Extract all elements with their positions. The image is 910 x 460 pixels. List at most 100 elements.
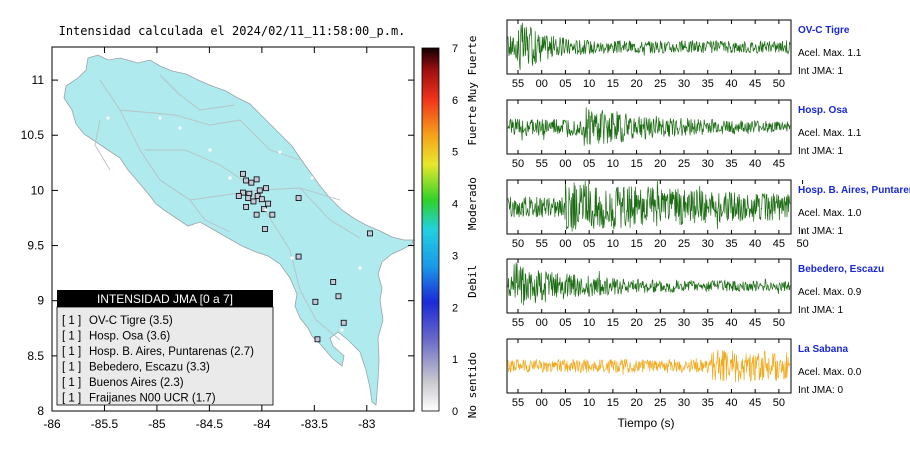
town-dot bbox=[290, 256, 294, 260]
waveform-tick-label: 00 bbox=[536, 317, 548, 329]
colorbar-category-label: No sentido bbox=[466, 352, 479, 418]
waveform-tick-label: 20 bbox=[630, 78, 642, 90]
waveform-tick-label: 55 bbox=[512, 317, 524, 329]
colorbar-ticks: 0 1 2 3 4 5 6 7 bbox=[452, 43, 458, 418]
waveform-tick-label: 35 bbox=[702, 317, 714, 329]
waveform-tick-label: 20 bbox=[630, 317, 642, 329]
waveform-panels: 55 00 05 10 15 20 25 30 35 40 45 50 OV-C Tigre Acel. … bbox=[506, 19, 910, 409]
station-marker bbox=[253, 176, 260, 183]
map-title: Intensidad calculada el 2024/02/11_11:58… bbox=[59, 24, 406, 38]
colorbar-tick-label: 1 bbox=[452, 354, 458, 366]
waveform-tick-label: 55 bbox=[536, 158, 548, 170]
colorbar-tick-label: 5 bbox=[452, 147, 458, 159]
legend-station: Hosp. B. Aires, Puntarenas (2.7) bbox=[89, 346, 254, 358]
legend-station: Bebedero, Escazu (3.3) bbox=[89, 362, 210, 374]
waveform-tick-label: 30 bbox=[678, 317, 690, 329]
waveform-tick-label: 05 bbox=[559, 317, 571, 329]
town-dot bbox=[310, 176, 314, 180]
waveform-tick-label: 15 bbox=[607, 78, 619, 90]
waveform-tick-label: 40 bbox=[749, 158, 761, 170]
waveform-int-jma: Int JMA: 1 bbox=[798, 66, 843, 77]
waveform-tick-label: 15 bbox=[607, 317, 619, 329]
colorbar-category-label: Debil bbox=[466, 265, 479, 298]
station-marker bbox=[248, 179, 255, 186]
waveform-frame bbox=[506, 338, 792, 394]
colorbar-category-label: Moderado bbox=[466, 177, 479, 230]
waveform-frame bbox=[506, 19, 792, 75]
map-x-tick-label: -84.5 bbox=[196, 417, 224, 431]
station-marker bbox=[240, 170, 246, 177]
town-dot bbox=[158, 116, 162, 120]
colorbar-tick-label: 7 bbox=[452, 43, 458, 55]
waveform-int-jma: Int JMA: 1 bbox=[798, 146, 843, 157]
colorbar-tick-label: 6 bbox=[452, 95, 458, 107]
waveform-int-jma: Int JMA: 1 bbox=[798, 226, 843, 237]
station-marker bbox=[367, 230, 373, 237]
road-network bbox=[94, 74, 361, 341]
waveform-int-jma: Int JMA: 0 bbox=[798, 385, 843, 396]
waveform-trace bbox=[507, 180, 791, 232]
map-y-tick-label: 10.5 bbox=[21, 128, 45, 142]
station-marker bbox=[269, 211, 276, 218]
colorbar-category-labels: No sentido Debil Moderado Fuerte Muy Fuerte bbox=[466, 36, 479, 419]
colorbar-tick-label: 0 bbox=[452, 406, 458, 418]
waveform-tick-label: 45 bbox=[749, 78, 761, 90]
waveform-acel-max: Acel. Max. 0.0 bbox=[798, 367, 862, 378]
map-y-tick-label: 10 bbox=[31, 183, 45, 197]
legend-intensity: [ 1 ] bbox=[62, 393, 81, 405]
colorbar-tick-label: 2 bbox=[452, 302, 458, 314]
waveform-tick-label: 30 bbox=[678, 397, 690, 409]
waveform-tick-label: 35 bbox=[725, 158, 737, 170]
station-marker bbox=[240, 189, 246, 196]
town-dot bbox=[148, 208, 152, 212]
waveform-tick-label: 00 bbox=[536, 78, 548, 90]
station-marker bbox=[295, 253, 302, 260]
waveform-station-name: OV-C Tigre bbox=[798, 25, 850, 36]
waveform-tick-label: 40 bbox=[749, 238, 761, 250]
map-y-tick-label: 8 bbox=[37, 404, 44, 418]
legend-station: Hosp. Osa (3.6) bbox=[89, 331, 170, 343]
waveform-tick-label: 25 bbox=[678, 238, 690, 250]
waveform-panel: 55 00 05 10 15 20 25 30 35 40 45 50 Bebedero, Escazu… bbox=[506, 258, 884, 329]
station-marker bbox=[330, 279, 337, 285]
waveform-tick-label: 25 bbox=[654, 78, 666, 90]
waveform-tick-label: 50 bbox=[773, 397, 785, 409]
town-dot bbox=[340, 328, 344, 332]
waveform-tick-label: 20 bbox=[654, 238, 666, 250]
waveform-tick-label: 40 bbox=[725, 397, 737, 409]
station-marker bbox=[254, 193, 261, 199]
station-marker bbox=[314, 336, 321, 343]
station-marker bbox=[250, 198, 257, 205]
waveform-tick-label: 05 bbox=[559, 397, 571, 409]
town-dot bbox=[264, 208, 268, 212]
map-x-tick-label: -84 bbox=[253, 417, 271, 431]
station-marker bbox=[263, 185, 269, 192]
waveform-x-label: Tiempo (s) bbox=[618, 416, 675, 430]
waveform-tick-label: 45 bbox=[749, 397, 761, 409]
legend-body bbox=[56, 306, 274, 406]
map-x-tick-label: -85.5 bbox=[91, 417, 119, 431]
waveform-tick-label: 45 bbox=[773, 158, 785, 170]
map-x-tick-label: -86 bbox=[43, 417, 61, 431]
station-marker bbox=[340, 319, 347, 326]
waveform-tick-label: 00 bbox=[559, 238, 571, 250]
map-x-tick-label: -83.5 bbox=[301, 417, 329, 431]
waveform-acel-max: Acel. Max. 1.1 bbox=[798, 128, 862, 139]
town-dot bbox=[178, 126, 182, 130]
map-x-ticks: -86 -85.5 -85 -84.5 -84 -83.5 -83 bbox=[43, 47, 376, 431]
waveform-station-name: Hosp. B. Aires, Puntarenas bbox=[798, 185, 910, 196]
waveform-acel-max: Acel. Max. 1.0 bbox=[798, 208, 862, 219]
waveform-station-name: Bebedero, Escazu bbox=[798, 264, 884, 275]
station-marker bbox=[262, 226, 268, 232]
waveform-tick-label: 20 bbox=[654, 158, 666, 170]
waveform-tick-label: 15 bbox=[607, 397, 619, 409]
map-x-tick-label: -83 bbox=[358, 417, 376, 431]
station-marker bbox=[258, 196, 265, 203]
waveform-panel: 50 55 00 05 10 15 20 25 30 35 40 45 50 Hosp. B. Aires… bbox=[506, 179, 910, 250]
waveform-tick-label: 20 bbox=[630, 397, 642, 409]
map-y-ticks: 11 10.5 10 9.5 9 8.5 8 bbox=[21, 73, 414, 418]
station-marker bbox=[245, 195, 252, 202]
waveform-tick-label: 30 bbox=[702, 158, 714, 170]
waveform-panel: 50 55 00 05 10 15 20 25 30 35 40 45 Hosp. Osa Acel. M… bbox=[506, 99, 862, 170]
